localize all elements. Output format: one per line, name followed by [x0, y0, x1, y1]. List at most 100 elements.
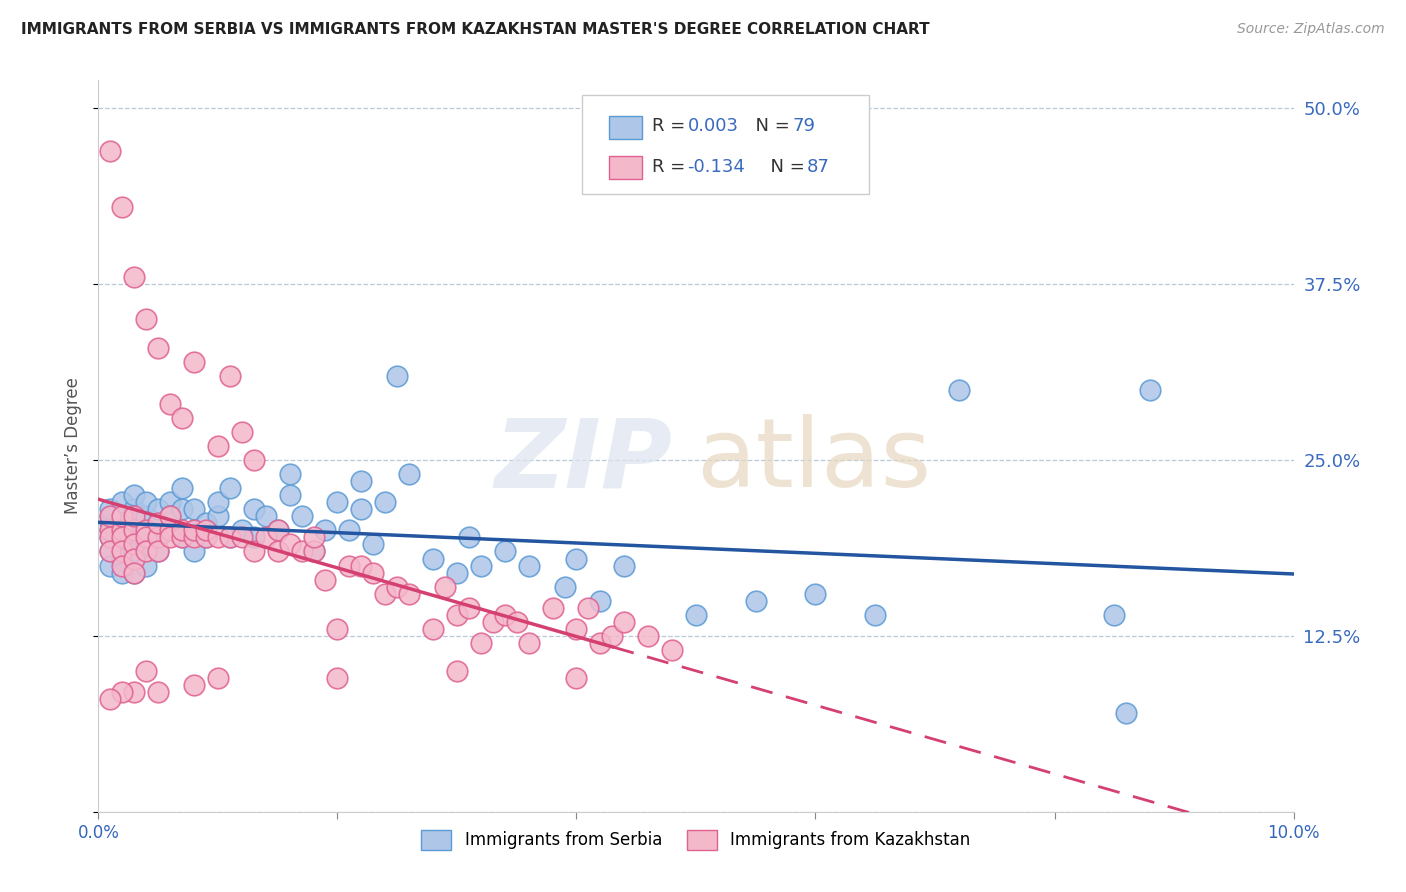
Text: N =: N = — [759, 158, 811, 176]
Point — [517, 636, 540, 650]
Point — [148, 502, 170, 516]
Point — [1104, 607, 1126, 622]
Point — [148, 516, 170, 531]
Point — [111, 558, 134, 573]
Point — [98, 524, 122, 538]
Point — [159, 495, 181, 509]
Point — [98, 516, 122, 531]
Point — [685, 607, 707, 622]
Point — [172, 530, 194, 544]
Point — [159, 509, 181, 524]
Point — [111, 524, 134, 538]
Point — [243, 544, 266, 558]
Point — [231, 425, 253, 439]
Point — [363, 537, 385, 551]
Point — [135, 524, 157, 538]
Text: 87: 87 — [807, 158, 830, 176]
FancyBboxPatch shape — [609, 116, 643, 139]
Point — [98, 558, 122, 573]
Point — [231, 530, 253, 544]
Point — [565, 622, 588, 636]
FancyBboxPatch shape — [582, 95, 869, 194]
Point — [111, 537, 134, 551]
Point — [554, 580, 576, 594]
Point — [195, 516, 218, 531]
Point — [446, 566, 468, 580]
Point — [398, 587, 420, 601]
Point — [326, 671, 349, 685]
Point — [124, 685, 146, 699]
Point — [183, 530, 205, 544]
Point — [172, 530, 194, 544]
Point — [291, 544, 314, 558]
Point — [98, 144, 122, 158]
Point — [98, 509, 122, 524]
Point — [578, 600, 600, 615]
Point — [195, 530, 218, 544]
Point — [385, 368, 409, 383]
Point — [172, 410, 194, 425]
Point — [637, 629, 659, 643]
Point — [135, 537, 157, 551]
Point — [278, 467, 301, 482]
Point — [315, 524, 337, 538]
Legend: Immigrants from Serbia, Immigrants from Kazakhstan: Immigrants from Serbia, Immigrants from … — [413, 822, 979, 858]
Point — [243, 453, 266, 467]
Point — [98, 530, 122, 544]
Point — [159, 524, 181, 538]
Point — [124, 488, 146, 502]
Point — [98, 544, 122, 558]
Point — [148, 544, 170, 558]
Point — [111, 524, 134, 538]
Point — [302, 530, 325, 544]
Point — [339, 558, 361, 573]
Point — [470, 636, 492, 650]
Point — [506, 615, 529, 629]
Point — [159, 530, 181, 544]
Point — [135, 495, 157, 509]
Point — [804, 587, 827, 601]
Point — [183, 502, 205, 516]
Point — [219, 530, 242, 544]
Point — [135, 509, 157, 524]
Point — [124, 524, 146, 538]
Point — [326, 495, 349, 509]
Point — [148, 530, 170, 544]
Point — [865, 607, 887, 622]
Point — [124, 502, 146, 516]
Point — [98, 509, 122, 524]
Point — [135, 558, 157, 573]
Point — [124, 544, 146, 558]
Point — [98, 544, 122, 558]
Point — [494, 607, 516, 622]
Point — [254, 530, 277, 544]
Text: -0.134: -0.134 — [688, 158, 745, 176]
Point — [111, 509, 134, 524]
Point — [302, 544, 325, 558]
Point — [602, 629, 624, 643]
Point — [148, 516, 170, 531]
Text: 79: 79 — [793, 118, 815, 136]
Point — [111, 544, 134, 558]
Point — [135, 524, 157, 538]
Point — [565, 671, 588, 685]
Point — [517, 558, 540, 573]
FancyBboxPatch shape — [609, 156, 643, 179]
Point — [482, 615, 505, 629]
Point — [243, 530, 266, 544]
Point — [98, 530, 122, 544]
Point — [219, 481, 242, 495]
Point — [111, 685, 134, 699]
Text: R =: R = — [652, 158, 690, 176]
Point — [124, 516, 146, 531]
Point — [148, 544, 170, 558]
Point — [124, 537, 146, 551]
Point — [350, 558, 373, 573]
Point — [267, 544, 290, 558]
Point — [111, 495, 134, 509]
Point — [207, 439, 229, 453]
Point — [613, 558, 636, 573]
Point — [183, 544, 205, 558]
Text: atlas: atlas — [696, 414, 931, 508]
Point — [291, 509, 314, 524]
